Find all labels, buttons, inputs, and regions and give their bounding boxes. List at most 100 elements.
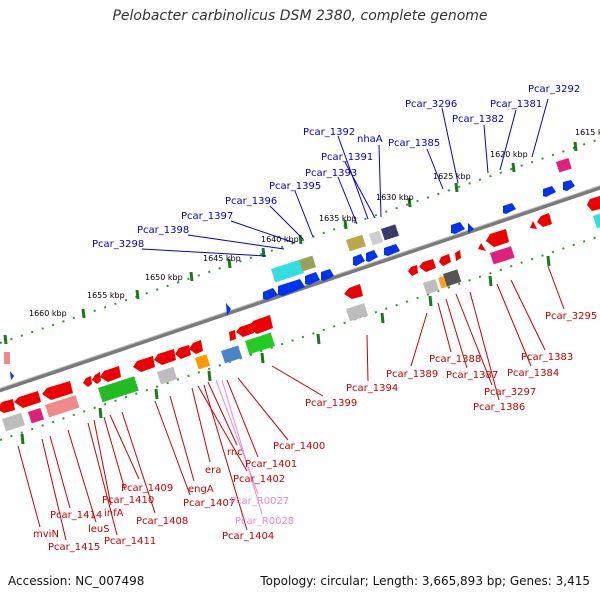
gene-label[interactable]: Pcar_3298 xyxy=(92,239,144,250)
gene-label[interactable]: Pcar_1400 xyxy=(273,441,325,452)
kbp-label: 1620 kbp xyxy=(490,150,528,159)
gene-label[interactable]: Pcar_1383 xyxy=(521,352,573,363)
bottom-leader-lines xyxy=(17,265,565,541)
gene-arrow-pcar-1393[interactable] xyxy=(366,250,378,262)
gene-label[interactable]: Pcar_3296 xyxy=(405,99,457,110)
gene-label[interactable]: Pcar_3292 xyxy=(528,84,580,95)
gene-label[interactable]: Pcar_1393 xyxy=(305,168,357,179)
gene-label[interactable]: Pcar_1395 xyxy=(269,181,321,192)
cog-box xyxy=(156,366,178,385)
bottom-labels: Pcar_3295 Pcar_1383 Pcar_1384 Pcar_1388 … xyxy=(33,311,597,553)
gene-label[interactable]: Pcar_1407 xyxy=(183,498,235,509)
gene-label[interactable]: Pcar_1391 xyxy=(321,152,373,163)
gene-arrow[interactable] xyxy=(175,345,191,359)
cog-box xyxy=(44,395,80,418)
gene-arrow-pcar-1398[interactable] xyxy=(321,269,334,281)
gene-label[interactable]: Pcar_1389 xyxy=(386,369,438,380)
gene-arrow-pcar-1396[interactable] xyxy=(278,279,305,296)
cog-box xyxy=(27,407,45,424)
cog-box xyxy=(220,345,243,364)
gene-label[interactable]: Pcar_1399 xyxy=(305,398,357,409)
gene-arrow-pcar-1395[interactable] xyxy=(263,288,278,300)
accession-label: Accession: NC_007498 xyxy=(8,574,145,588)
gene-arrow-pcar-1391[interactable] xyxy=(353,254,365,266)
forward-genes xyxy=(10,157,575,380)
gene-arrow-pcar-1383[interactable] xyxy=(486,229,509,247)
gene-arrow[interactable] xyxy=(83,376,92,387)
rna-label[interactable]: Pcar_R0027 xyxy=(230,496,289,507)
gene-label[interactable]: Pcar_1392 xyxy=(303,127,355,138)
kbp-label: 1630 kbp xyxy=(376,193,414,202)
gene-arrow[interactable] xyxy=(236,323,254,337)
gene-arrow-left-edge[interactable] xyxy=(10,371,14,380)
cog-box xyxy=(1,412,26,432)
gene-label[interactable]: Pcar_1396 xyxy=(225,196,277,207)
gene-arrow[interactable] xyxy=(478,243,486,251)
gene-label[interactable]: infA xyxy=(104,508,124,519)
gene-label[interactable]: Pcar_3295 xyxy=(545,311,597,322)
gene-arrow-pcar-1382[interactable] xyxy=(503,203,516,214)
outer-dotted-track xyxy=(0,138,600,344)
gene-arrow-pcar-3298[interactable] xyxy=(226,303,231,316)
gene-arrow-pcar-1414[interactable] xyxy=(14,391,41,408)
gene-label[interactable]: Pcar_1401 xyxy=(245,459,297,470)
gene-label[interactable]: Pcar_1409 xyxy=(121,483,173,494)
gene-label[interactable]: Pcar_1387 xyxy=(446,370,498,381)
gene-label[interactable]: Pcar_1398 xyxy=(137,225,189,236)
gene-label[interactable]: Pcar_1384 xyxy=(507,368,559,379)
gene-label[interactable]: rnc xyxy=(227,447,243,458)
cog-box xyxy=(270,259,304,283)
gene-arrow[interactable] xyxy=(229,330,236,341)
gene-arrow[interactable] xyxy=(408,265,418,276)
cog-box xyxy=(346,234,366,252)
gene-label[interactable]: Pcar_1410 xyxy=(102,495,154,506)
gene-label[interactable]: nhaA xyxy=(357,134,383,145)
gene-label[interactable]: Pcar_1402 xyxy=(233,474,285,485)
gene-label[interactable]: Pcar_3297 xyxy=(484,387,536,398)
gene-arrow-pcar-1397[interactable] xyxy=(305,272,320,285)
gene-arrow-pcar-1394[interactable] xyxy=(344,284,363,299)
gene-label[interactable]: leuS xyxy=(88,524,110,535)
rna-label[interactable]: Pcar_R0028 xyxy=(235,516,294,527)
gene-label[interactable]: Pcar_1408 xyxy=(136,516,188,527)
gene-label[interactable]: Pcar_1411 xyxy=(104,536,156,547)
gene-arrow[interactable] xyxy=(154,349,176,365)
gene-label[interactable]: Pcar_1414 xyxy=(50,510,102,521)
gene-label[interactable]: era xyxy=(205,465,221,476)
gene-arrow-pcar-3292[interactable] xyxy=(563,180,575,191)
gene-arrow[interactable] xyxy=(587,196,600,211)
gene-arrow-small[interactable] xyxy=(468,223,474,233)
gene-label[interactable]: Pcar_1386 xyxy=(473,402,525,413)
gene-arrow-pcar-1381[interactable] xyxy=(543,186,556,197)
gene-label[interactable]: mviN xyxy=(33,529,59,540)
gene-arrow-pcar-1388[interactable] xyxy=(439,254,451,266)
gene-label[interactable]: Pcar_1381 xyxy=(490,99,542,110)
gene-label[interactable]: Pcar_1385 xyxy=(388,138,440,149)
gene-label[interactable]: Pcar_1382 xyxy=(452,114,504,125)
gene-arrow[interactable] xyxy=(100,366,121,382)
gene-arrow-pcar-1385[interactable] xyxy=(451,222,465,234)
kbp-label: 1640 kbp xyxy=(261,235,299,244)
gene-label[interactable]: Pcar_1415 xyxy=(48,542,100,553)
gene-arrow-pcar-1392[interactable] xyxy=(384,244,400,256)
gene-label[interactable]: Pcar_1397 xyxy=(181,211,233,222)
cog-box xyxy=(442,269,462,287)
gene-arrow[interactable] xyxy=(133,356,155,372)
gene-arrow[interactable] xyxy=(189,340,203,354)
gene-arrow[interactable] xyxy=(530,221,537,229)
gene-label[interactable]: Pcar_1394 xyxy=(346,383,398,394)
cog-box xyxy=(556,157,572,173)
gene-arrow-pcar-1399[interactable] xyxy=(249,315,273,334)
gene-arrow-pcar-1389[interactable] xyxy=(419,259,436,272)
gene-label[interactable]: engA xyxy=(188,484,214,495)
gene-arrow[interactable] xyxy=(455,250,461,261)
cog-box xyxy=(593,213,600,229)
gene-label[interactable]: Pcar_1404 xyxy=(222,531,274,542)
gene-arrow-pcar-1415[interactable] xyxy=(0,399,15,413)
gene-arrow[interactable] xyxy=(537,213,552,227)
gene-arrow-pcar-1410[interactable] xyxy=(42,381,73,400)
kbp-label: 1625 kbp xyxy=(433,172,471,181)
gene-label[interactable]: Pcar_1388 xyxy=(429,354,481,365)
top-labels: Pcar_3292 Pcar_1381 Pcar_3296 Pcar_1382 … xyxy=(92,84,580,250)
gene-arrow[interactable] xyxy=(92,372,101,384)
